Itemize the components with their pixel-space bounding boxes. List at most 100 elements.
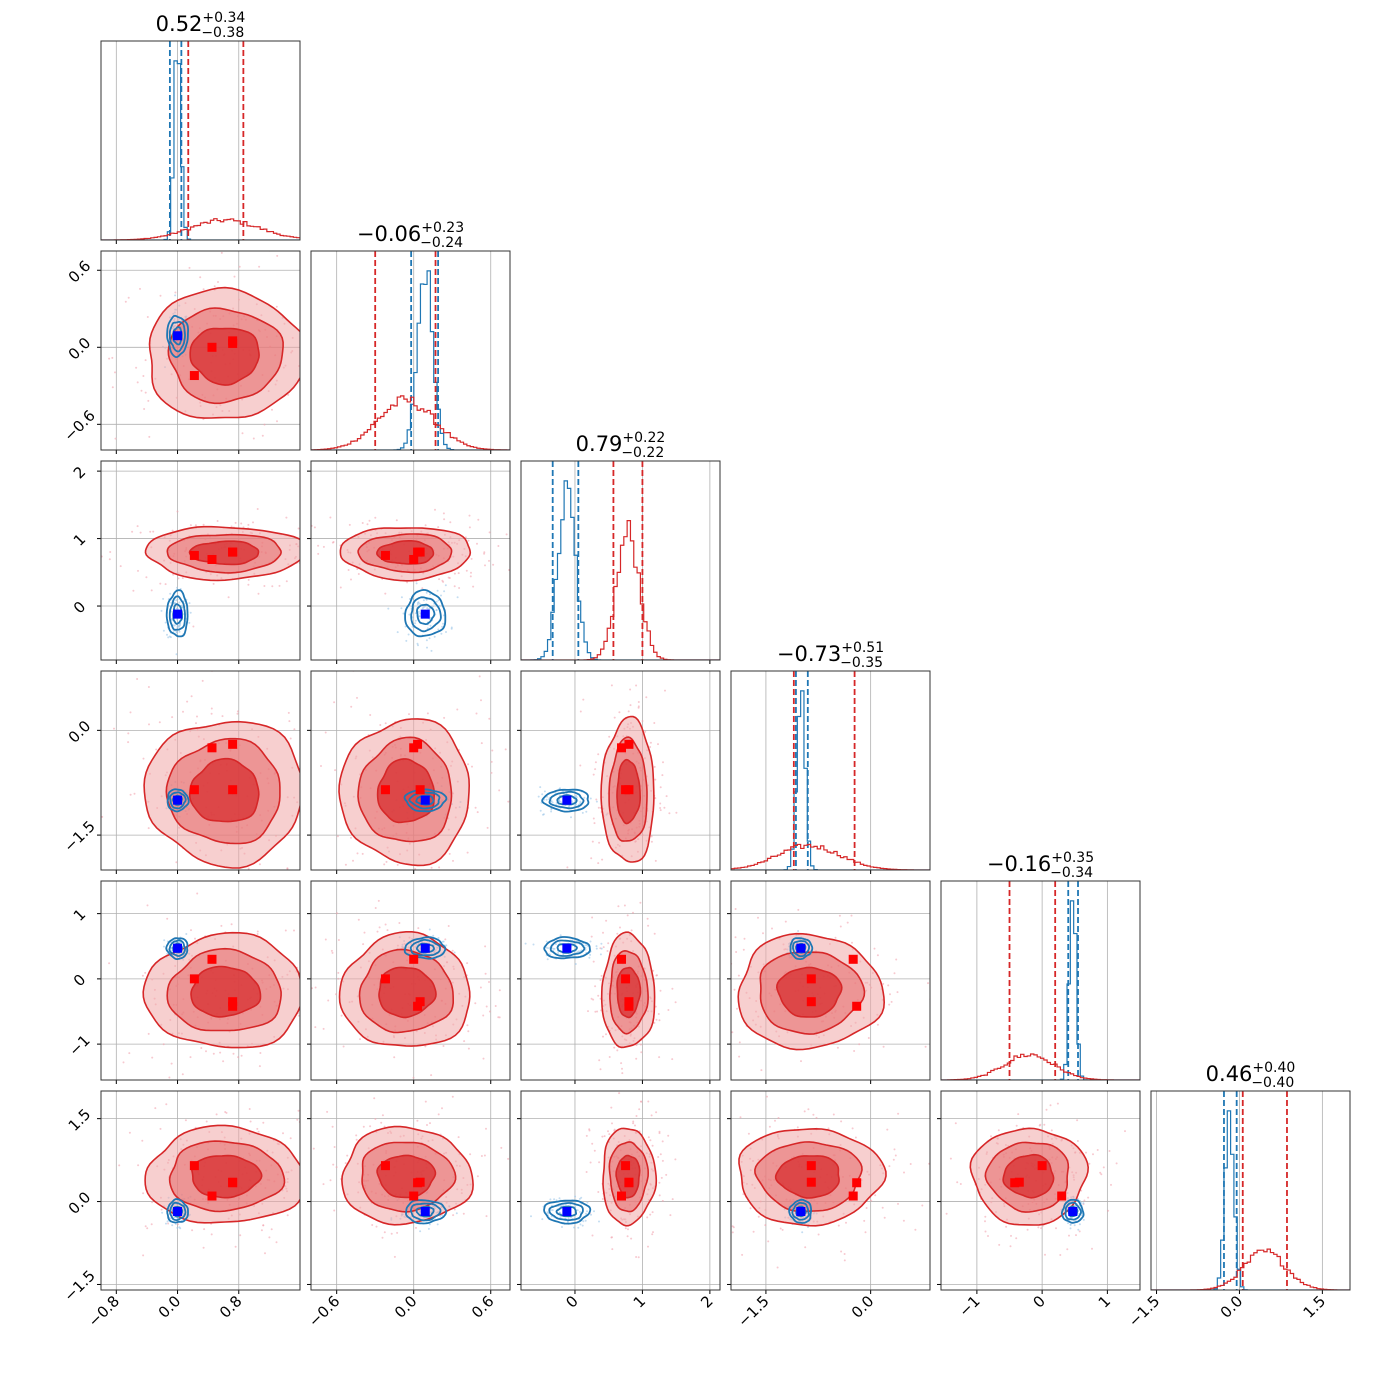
red-marker <box>409 554 419 564</box>
red-sample-point <box>368 519 371 522</box>
red-marker <box>380 785 390 795</box>
blue-sample-point <box>598 1220 600 1223</box>
blue-sample-point <box>181 606 184 609</box>
red-sample-point <box>582 698 585 701</box>
y-tick-label: −1.5 <box>60 1267 98 1305</box>
x-tick-label: 0.6 <box>468 1292 498 1322</box>
red-sample-point <box>924 1045 927 1048</box>
red-sample-point <box>836 1046 839 1049</box>
blue-sample-point <box>545 946 548 949</box>
red-sample-point <box>585 1134 588 1137</box>
blue-sample-point <box>430 649 433 652</box>
red-sample-point <box>155 748 158 751</box>
blue-sample-point <box>440 632 443 635</box>
red-sample-point <box>602 1035 604 1038</box>
red-sample-point <box>635 1115 638 1117</box>
panel-frame <box>100 1090 301 1291</box>
red-sample-point <box>271 408 273 411</box>
red-sample-point <box>149 530 152 533</box>
red-marker <box>848 1191 858 1201</box>
red-sample-point <box>603 1135 606 1138</box>
red-sample-point <box>800 1060 802 1063</box>
red-sample-point <box>141 1086 143 1088</box>
red-sample-point <box>65 343 67 345</box>
red-sample-point <box>743 937 746 940</box>
red-sample-point <box>453 585 456 588</box>
red-marker <box>228 338 238 348</box>
red-sample-point <box>261 434 264 437</box>
red-sample-point <box>362 943 365 946</box>
red-sample-point <box>247 523 250 526</box>
red-sample-point <box>1091 1247 1093 1250</box>
blue-contour-level-1 <box>165 937 189 960</box>
red-sample-point <box>665 1026 667 1028</box>
red-sample-point <box>268 1236 271 1239</box>
red-sample-point <box>453 572 456 575</box>
blue-marker <box>796 943 806 953</box>
blue-sample-point <box>600 942 603 945</box>
red-sample-point <box>498 789 501 792</box>
red-sample-point <box>467 539 470 542</box>
blue-sample-point <box>178 630 181 633</box>
red-sample-point <box>175 861 178 864</box>
red-sample-point <box>658 1181 661 1184</box>
red-sample-point <box>488 1010 491 1013</box>
blue-sample-point <box>185 933 188 935</box>
red-sample-point <box>442 1045 445 1047</box>
red-sample-point <box>337 939 340 941</box>
red-sample-point <box>657 1156 660 1158</box>
red-sample-point <box>635 1057 638 1060</box>
red-sample-point <box>142 757 145 760</box>
red-sample-point <box>142 1192 145 1195</box>
blue-sample-point <box>455 1212 458 1215</box>
red-sample-point <box>381 1236 384 1239</box>
contour-content <box>65 251 300 456</box>
red-sample-point <box>1078 1230 1081 1233</box>
red-sample-point <box>256 1127 259 1130</box>
blue-sample-point <box>176 626 179 629</box>
red-sample-point <box>429 1122 431 1125</box>
blue-sample-point <box>174 294 177 297</box>
red-sample-point <box>441 1107 443 1110</box>
red-sample-point <box>592 773 595 776</box>
panel-title-5: −0.16+0.35 −0.34 <box>987 850 1094 881</box>
blue-sample-point <box>417 601 420 604</box>
blue-sample-point <box>588 956 591 959</box>
red-sample-point <box>602 931 604 934</box>
red-sample-point <box>717 1189 719 1191</box>
blue-sample-point <box>570 816 572 819</box>
red-sample-point <box>182 710 184 713</box>
red-sample-point <box>1108 1150 1111 1152</box>
blue-sample-point <box>583 796 586 799</box>
title-lower: −0.22 <box>621 445 664 461</box>
red-sample-point <box>333 1209 336 1212</box>
red-sample-point <box>384 722 387 725</box>
red-sample-point <box>457 572 460 575</box>
red-sample-point <box>470 557 473 560</box>
red-sample-point <box>322 1019 324 1021</box>
red-sample-point <box>147 827 150 830</box>
blue-sample-point <box>414 619 417 622</box>
red-sample-point <box>498 989 501 992</box>
red-sample-point <box>738 1041 741 1044</box>
panel-frame <box>1150 1090 1351 1291</box>
red-sample-point <box>226 454 228 456</box>
blue-sample-point <box>166 952 169 955</box>
red-sample-point <box>764 1224 767 1227</box>
title-value: 0.46 <box>1206 1062 1253 1086</box>
red-sample-point <box>336 835 339 838</box>
red-sample-point <box>714 1028 716 1030</box>
red-sample-point <box>442 1082 444 1084</box>
red-sample-point <box>741 1253 744 1256</box>
blue-sample-point <box>416 642 419 645</box>
blue-sample-point <box>545 798 548 801</box>
red-sample-point <box>247 867 250 870</box>
red-sample-point <box>257 592 260 595</box>
red-sample-point <box>956 1181 959 1184</box>
blue-sample-point <box>429 624 432 627</box>
red-sample-point <box>1045 1108 1048 1111</box>
red-sample-point <box>430 1074 433 1077</box>
blue-contour-level-1 <box>789 937 814 960</box>
blue-sample-point <box>579 1223 582 1226</box>
red-sample-point <box>144 1225 147 1228</box>
